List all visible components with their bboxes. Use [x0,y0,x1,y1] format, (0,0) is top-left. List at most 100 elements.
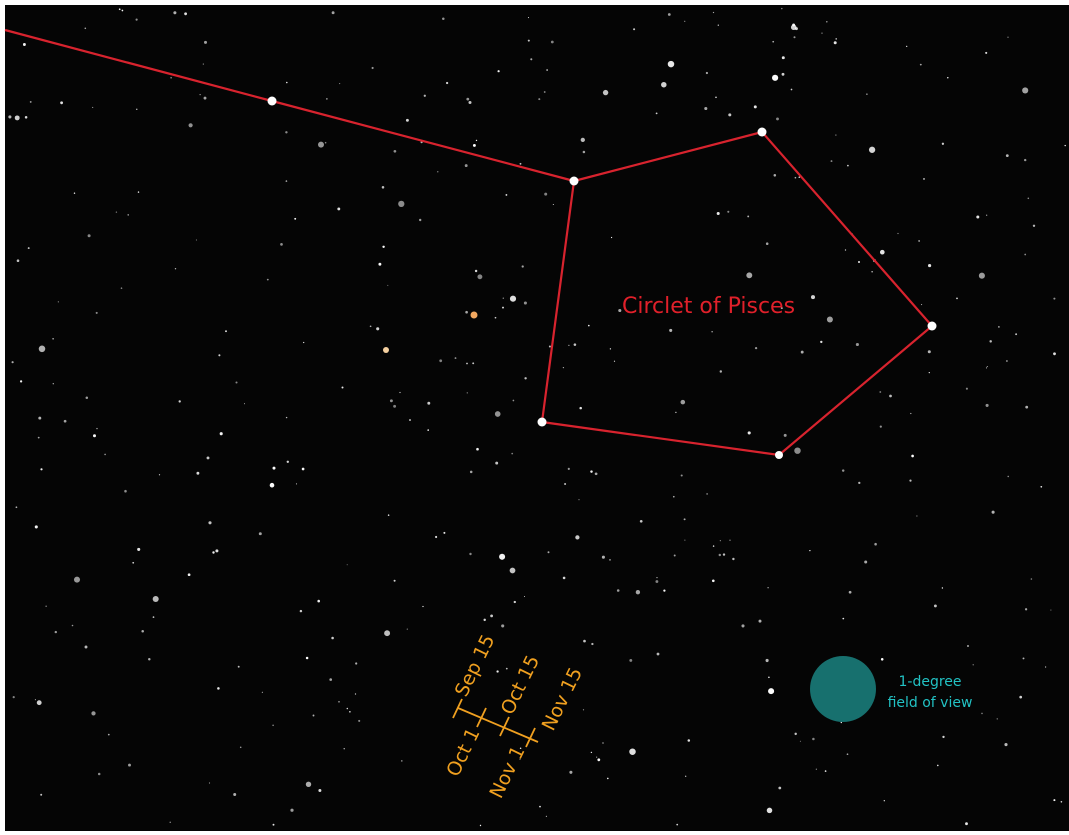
star [655,112,658,115]
star [477,274,483,280]
star [104,453,106,456]
star [684,539,686,541]
star [118,8,121,11]
star [202,63,204,65]
star [358,719,361,722]
star [371,66,374,70]
star [208,782,211,784]
star-field [8,7,1066,827]
star [299,609,303,613]
star [846,753,849,756]
star [466,97,470,101]
star [519,747,522,750]
star [906,45,908,48]
star [218,354,221,357]
star [864,560,868,564]
star [855,342,859,347]
star [40,468,43,471]
star [445,81,449,85]
star [754,346,758,350]
star [879,391,882,393]
star [303,341,305,344]
star [918,240,920,242]
star [338,700,340,703]
star [502,306,504,309]
star [768,688,775,695]
star [741,624,745,628]
star [866,93,868,95]
star [815,768,817,770]
star [712,545,715,547]
star [466,362,468,365]
star [719,540,721,542]
star [550,40,554,44]
star [582,150,586,154]
star [472,143,476,147]
star [732,557,735,561]
star [880,658,884,661]
star [613,360,616,362]
star [141,629,144,633]
star [712,11,715,14]
star [511,452,514,455]
star [454,357,457,360]
star [57,301,59,303]
star [967,645,969,647]
star [1007,475,1009,478]
star [933,604,937,608]
star [285,180,288,182]
star [107,733,110,736]
star [286,81,288,84]
star [921,304,923,306]
star [215,549,219,553]
star [783,433,787,437]
star [1044,666,1047,668]
star [1024,253,1027,256]
star [84,645,88,649]
star [1015,333,1018,336]
star [237,665,240,668]
star [505,667,508,670]
star [152,595,159,603]
star [27,247,30,250]
star [715,96,717,99]
star [986,366,988,368]
star [965,387,968,390]
star [941,142,945,145]
star [14,115,20,121]
star [469,552,472,556]
star [84,27,87,30]
star [996,718,998,720]
star [472,362,475,365]
star [37,436,40,439]
star [523,595,526,598]
star [711,579,715,583]
star [602,742,604,744]
star [667,13,671,16]
star [986,214,988,216]
star [233,793,237,796]
star [419,218,422,222]
star [602,89,609,96]
star [766,807,773,814]
star [874,542,877,546]
star [794,732,797,736]
star [564,482,567,486]
star [719,370,723,373]
star [991,510,995,514]
star [378,262,382,266]
star [509,295,517,302]
star [496,670,499,673]
star [773,174,777,177]
star [1005,360,1008,362]
star [594,472,598,476]
star [124,489,127,493]
star [393,579,396,582]
star [790,88,793,91]
star [747,215,750,218]
star [11,361,14,364]
star [629,748,636,755]
star [883,800,885,802]
star [343,748,345,750]
star [579,406,582,410]
